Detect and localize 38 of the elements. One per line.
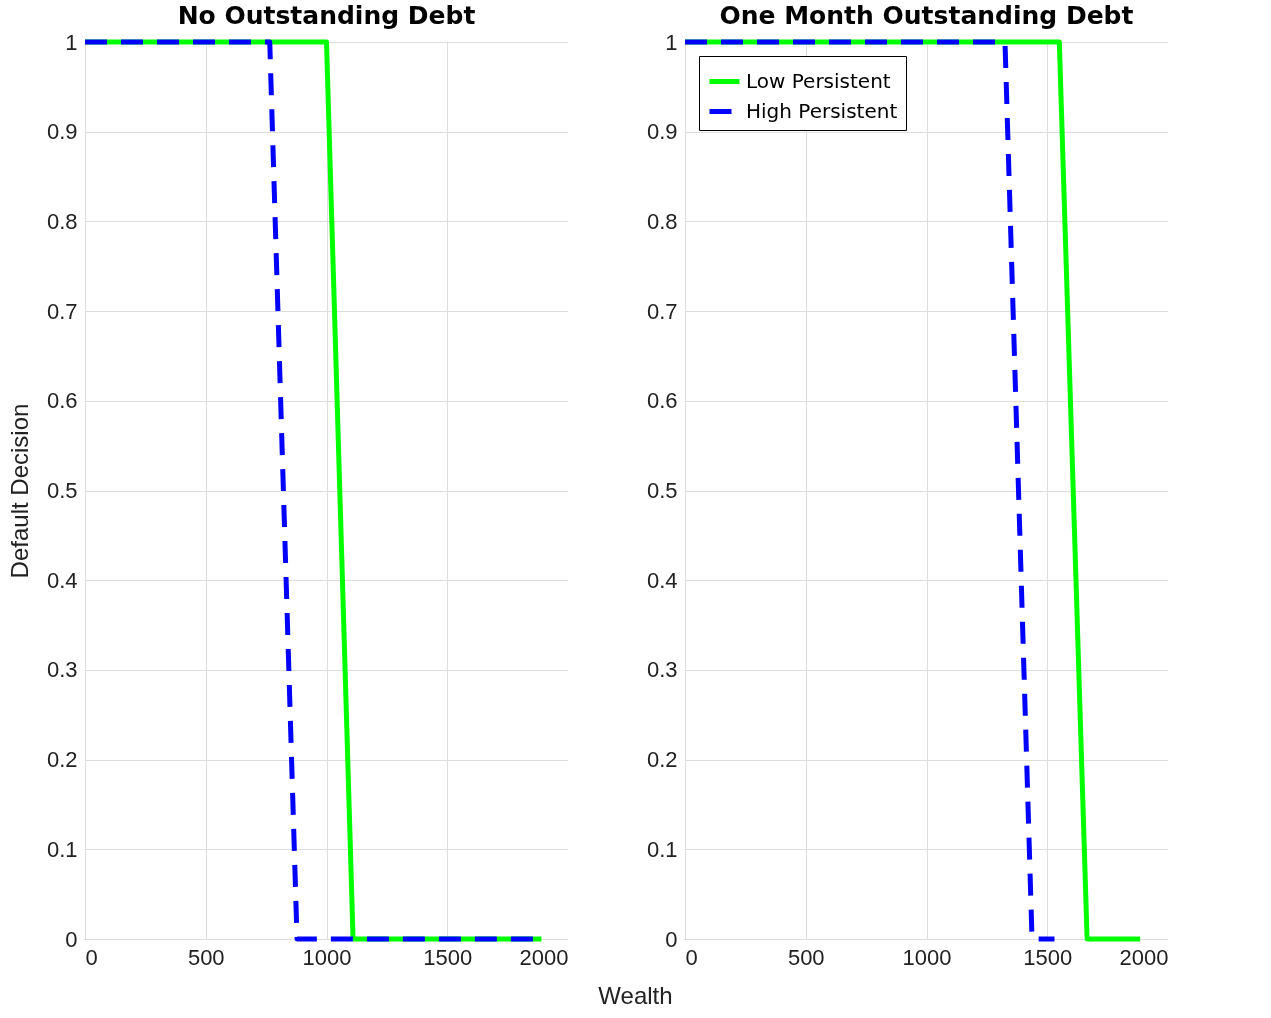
y-axis-title: Default Decision [5,403,33,579]
y-tick-label: 0.4 [46,567,78,593]
x-axis-title: Wealth [597,982,674,1010]
chart-title: No Outstanding Debt [177,1,476,30]
y-tick-label: 1 [665,29,678,55]
x-tick-label: 1000 [902,944,952,970]
y-tick-label: 0.2 [46,747,78,773]
y-tick-label: 0.6 [646,388,678,414]
x-tick-label: 2000 [519,944,569,970]
y-tick-label: 0.7 [646,298,678,324]
y-tick-label: 0.3 [46,657,78,683]
y-tick-label: 0.3 [646,657,678,683]
x-tick-label: 0 [85,944,98,970]
y-tick-label: 0 [665,926,678,952]
x-tick-label: 0 [685,944,698,970]
y-tick-label: 0.5 [646,478,678,503]
y-tick-label: 0.9 [646,119,678,145]
y-tick-label: 0.7 [46,298,78,324]
y-tick-label: 0.6 [46,388,78,414]
y-tick-label: 0.4 [646,567,678,593]
y-tick-label: 0.9 [46,119,78,145]
legend-label: High Persistent [746,98,898,123]
chart-title: One Month Outstanding Debt [719,1,1134,30]
y-tick-label: 0.1 [46,836,78,862]
legend-label: Low Persistent [746,68,891,93]
x-tick-label: 1500 [1023,944,1073,970]
x-tick-label: 1500 [423,944,473,970]
y-tick-label: 0.8 [46,208,78,234]
x-tick-label: 500 [187,944,225,970]
y-tick-label: 0 [65,926,78,952]
y-tick-label: 0.1 [646,836,678,862]
x-tick-label: 1000 [302,944,352,970]
y-tick-label: 0.2 [646,747,678,773]
y-tick-label: 0.8 [646,208,678,234]
y-tick-label: 1 [65,29,78,55]
y-tick-label: 0.5 [46,478,78,503]
x-tick-label: 2000 [1119,944,1169,970]
x-tick-label: 500 [787,944,825,970]
